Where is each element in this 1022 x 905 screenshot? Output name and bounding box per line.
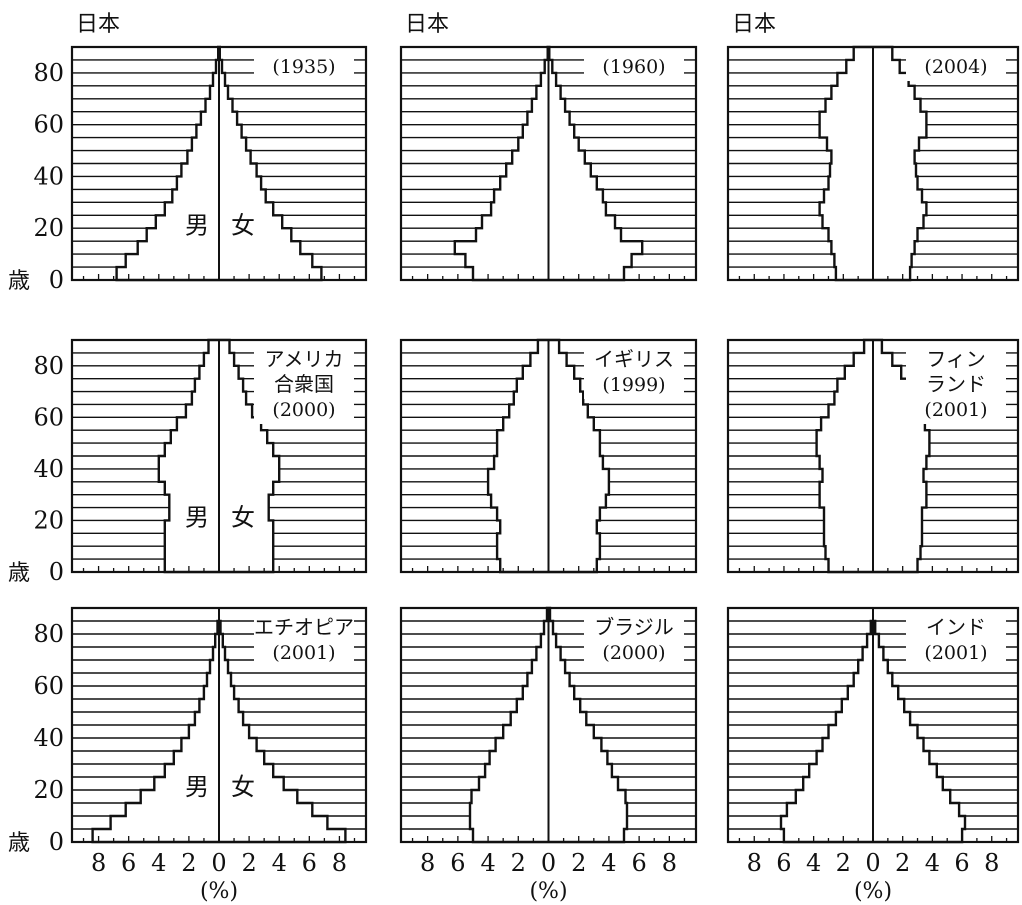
female-label: 女 [231, 773, 255, 801]
y-axis-unit-label: 歳 [8, 831, 30, 856]
panel-year-label: (2000) [602, 642, 665, 664]
panel-3: (2004) [726, 45, 1020, 282]
y-tick-label: 0 [49, 558, 64, 586]
panel-year-label: (2001) [272, 642, 335, 664]
panel-header: 日本 [732, 12, 776, 37]
panel-1: (1935) 男女 [70, 45, 368, 282]
label-backdrop [584, 615, 684, 667]
panel-country-label: イギリス [594, 347, 674, 371]
label-backdrop [584, 54, 684, 81]
panel-9: インド (2001) [726, 606, 1020, 844]
x-tick-label: 0 [865, 849, 880, 877]
panel-7: エチオピア (2001) 男女 [70, 606, 368, 844]
y-tick-label: 20 [33, 214, 64, 242]
male-label: 男 [185, 504, 209, 532]
label-backdrop [906, 615, 1006, 667]
y-tick-label: 0 [49, 828, 64, 856]
x-tick-label: 4 [925, 849, 940, 877]
female-label: 女 [231, 504, 255, 532]
panel-4: アメリカ合衆国 (2000) 男女 [70, 338, 368, 574]
label-backdrop [254, 54, 354, 81]
y-tick-label: 60 [33, 403, 64, 431]
y-tick-label: 20 [33, 776, 64, 804]
y-tick-label: 40 [33, 724, 64, 752]
y-tick-label: 60 [33, 111, 64, 139]
panel-year-label: (1999) [602, 374, 665, 396]
female-label: 女 [231, 211, 255, 239]
y-axis-unit-label: 歳 [8, 561, 30, 586]
y-tick-label: 40 [33, 162, 64, 190]
x-tick-label: 6 [776, 849, 791, 877]
male-label: 男 [185, 211, 209, 239]
label-backdrop [254, 347, 354, 424]
male-label: 男 [185, 773, 209, 801]
x-tick-label: 8 [420, 849, 435, 877]
panel-country-label: エチオピア [254, 615, 354, 639]
panel-country-label: ランド [926, 372, 986, 396]
label-backdrop [906, 347, 1006, 424]
x-tick-label: 8 [984, 849, 999, 877]
y-tick-label: 80 [33, 352, 64, 380]
x-tick-label: 2 [836, 849, 851, 877]
panel-5: イギリス (1999) [399, 338, 698, 574]
panel-country-label: フィン [926, 347, 986, 371]
panel-year-label: (2001) [924, 642, 987, 664]
x-tick-label: 4 [806, 849, 821, 877]
panel-country-label: インド [926, 615, 986, 639]
y-tick-label: 20 [33, 506, 64, 534]
panel-country-label: 合衆国 [274, 372, 334, 396]
panel-country-label: アメリカ [265, 347, 344, 371]
y-tick-label: 80 [33, 620, 64, 648]
x-tick-label: 6 [450, 849, 465, 877]
x-tick-label: 4 [480, 849, 495, 877]
x-tick-label: 2 [895, 849, 910, 877]
x-tick-label: 4 [272, 849, 287, 877]
x-tick-label: 2 [241, 849, 256, 877]
y-tick-label: 80 [33, 59, 64, 87]
x-axis-unit-label: (%) [200, 879, 238, 904]
y-tick-label: 40 [33, 455, 64, 483]
x-tick-label: 6 [121, 849, 136, 877]
x-tick-label: 2 [511, 849, 526, 877]
panel-year-label: (1960) [602, 56, 665, 78]
y-axis-unit-label: 歳 [8, 269, 30, 294]
label-backdrop [254, 615, 354, 667]
panel-year-label: (2004) [924, 56, 987, 78]
x-tick-label: 4 [601, 849, 616, 877]
x-tick-label: 8 [332, 849, 347, 877]
label-backdrop [906, 54, 1006, 81]
x-tick-label: 6 [954, 849, 969, 877]
x-tick-label: 6 [631, 849, 646, 877]
x-tick-label: 8 [747, 849, 762, 877]
x-tick-label: 8 [662, 849, 677, 877]
y-tick-label: 60 [33, 672, 64, 700]
panel-8: ブラジル (2000) [399, 606, 698, 844]
panel-year-label: (2000) [272, 399, 335, 421]
label-backdrop [584, 347, 684, 399]
panel-country-label: ブラジル [594, 615, 674, 639]
x-tick-label: 0 [541, 849, 556, 877]
x-tick-label: 8 [91, 849, 106, 877]
x-tick-label: 4 [151, 849, 166, 877]
x-tick-label: 2 [181, 849, 196, 877]
x-tick-label: 2 [571, 849, 586, 877]
x-axis-unit-label: (%) [529, 879, 567, 904]
panel-header: 日本 [76, 12, 120, 37]
y-tick-label: 0 [49, 266, 64, 294]
panel-year-label: (1935) [272, 56, 335, 78]
x-tick-label: 0 [211, 849, 226, 877]
x-tick-label: 6 [302, 849, 317, 877]
x-axis-unit-label: (%) [854, 879, 892, 904]
panel-header: 日本 [405, 12, 449, 37]
panel-2: (1960) [399, 45, 698, 282]
panel-year-label: (2001) [924, 399, 987, 421]
